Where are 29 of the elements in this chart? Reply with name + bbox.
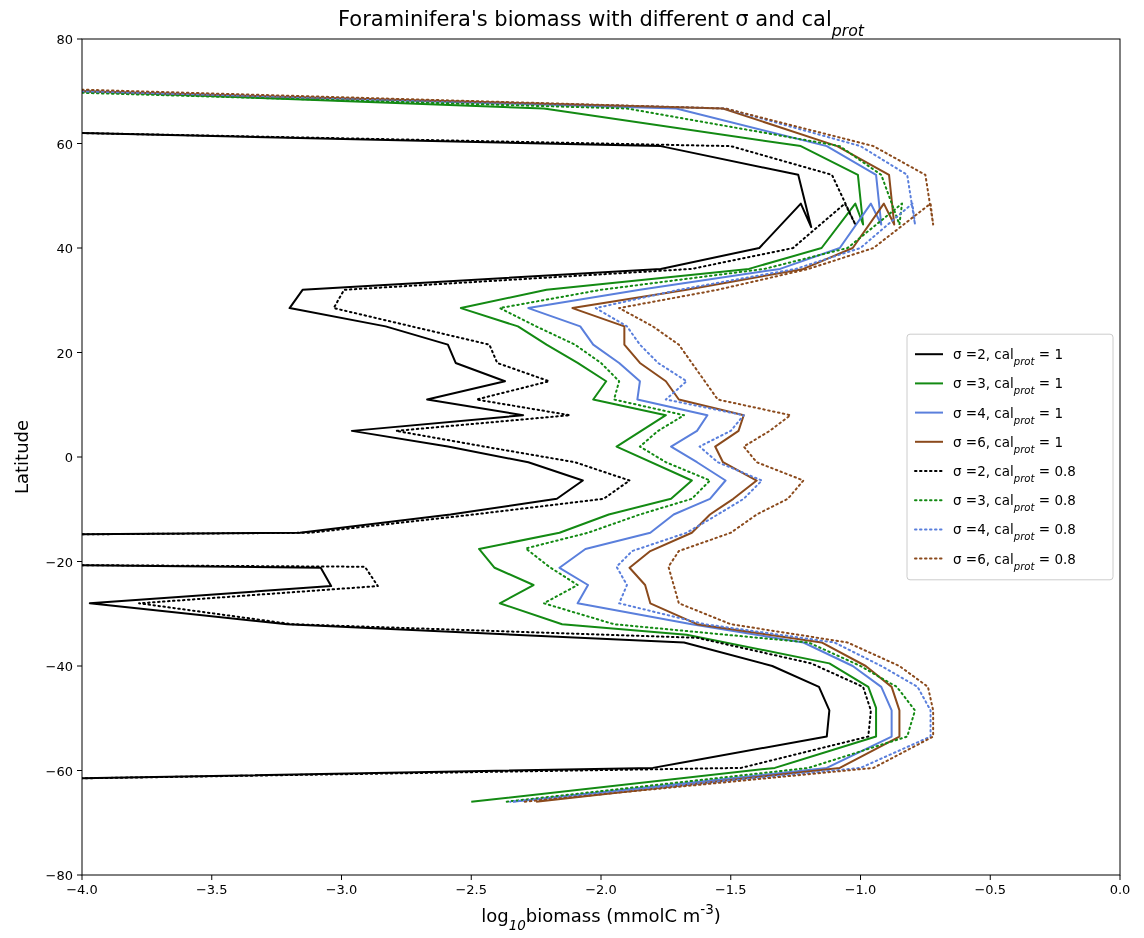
x-tick-label: −3.5 xyxy=(195,882,228,897)
y-tick-label: −20 xyxy=(45,554,73,570)
x-tick-label: −4.0 xyxy=(66,882,98,897)
chart-title: Foraminifera's biomass with different σ and cal$_{prot}$ xyxy=(337,7,865,40)
x-tick-label: −1.5 xyxy=(714,882,747,897)
x-tick-label: −2.5 xyxy=(455,882,488,897)
x-axis-title: log$_{10}$biomass (mmolC m$^{-3}$) xyxy=(481,901,721,933)
legend-label: σ =6, cal$_{prot}$ = 0.8 xyxy=(953,550,1076,572)
x-tick-label: −0.5 xyxy=(974,882,1007,897)
y-tick-label: 0 xyxy=(64,450,73,465)
x-tick-label: 0.0 xyxy=(1109,882,1131,897)
y-tick-label: −40 xyxy=(45,659,73,674)
x-tick-label: −2.0 xyxy=(585,882,617,897)
y-tick-label: −80 xyxy=(45,868,73,883)
y-tick-label: −60 xyxy=(45,763,73,779)
y-axis-title: Latitude xyxy=(11,419,32,495)
legend-label: σ =3, cal$_{prot}$ = 1 xyxy=(953,375,1063,396)
y-tick-label: 20 xyxy=(56,345,73,361)
legend-label: σ =2, cal$_{prot}$ = 0.8 xyxy=(953,463,1076,484)
legend-label: σ =3, cal$_{prot}$ = 0.8 xyxy=(953,492,1076,513)
x-tick-label: −3.0 xyxy=(325,882,358,897)
legend-label: σ =4, cal$_{prot}$ = 1 xyxy=(953,404,1063,426)
legend-label: σ =6, cal$_{prot}$ = 1 xyxy=(953,433,1063,455)
y-tick-label: 40 xyxy=(56,241,73,256)
legend-label: σ =4, cal$_{prot}$ = 0.8 xyxy=(953,521,1076,542)
legend-label: σ =2, cal$_{prot}$ = 1 xyxy=(953,346,1063,367)
y-tick-label: 60 xyxy=(56,136,73,152)
y-tick-label: 80 xyxy=(56,32,73,47)
x-tick-label: −1.0 xyxy=(844,882,877,897)
